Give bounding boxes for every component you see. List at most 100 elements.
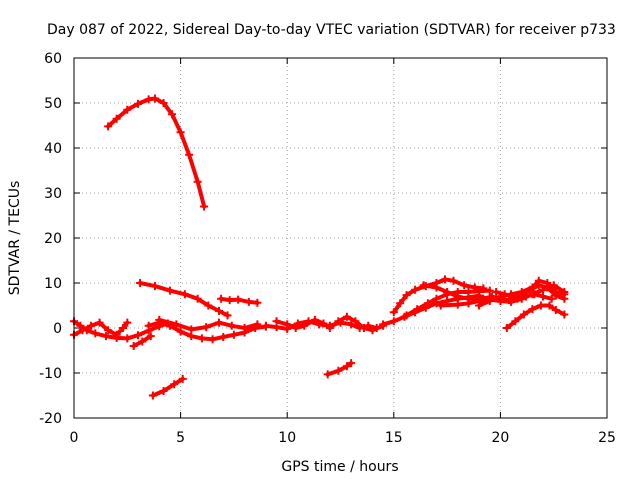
data-point [323, 370, 332, 379]
data-point [165, 286, 174, 295]
data-point [159, 387, 168, 395]
data-point [389, 308, 398, 317]
x-tick-label: 15 [385, 430, 403, 446]
data-point [536, 301, 545, 310]
data-point [475, 287, 484, 296]
data-point [123, 334, 132, 343]
y-tick-label: 60 [44, 51, 62, 67]
data-point [217, 294, 226, 303]
series-baseline-h [325, 312, 388, 335]
data-point [197, 334, 206, 343]
data-point [151, 94, 160, 103]
series-arc-neg-10 [323, 359, 356, 379]
data-point [347, 320, 356, 329]
data-point [560, 294, 569, 303]
series-late-d [479, 290, 556, 305]
plot-frame [73, 57, 608, 419]
data-point [402, 311, 411, 320]
data-point [310, 315, 319, 324]
data-point [485, 286, 494, 295]
data-point [347, 359, 356, 368]
data-point [95, 318, 104, 327]
data-point [300, 321, 309, 330]
data-point [187, 325, 196, 334]
series-arc-high [104, 94, 209, 211]
data-point [432, 283, 441, 292]
data-point [464, 299, 473, 308]
data-point [136, 279, 145, 287]
data-point [334, 317, 343, 326]
data-point [208, 335, 217, 344]
data-point [170, 380, 179, 389]
data-point [112, 330, 121, 339]
data-point [168, 110, 177, 119]
data-point [91, 329, 100, 338]
grid [74, 58, 607, 418]
data-point [379, 320, 388, 329]
data-point [146, 332, 155, 341]
data-point [214, 306, 223, 315]
data-point [319, 319, 328, 328]
series-rise-b [389, 275, 488, 317]
data-point [325, 324, 334, 332]
data-point [104, 122, 113, 131]
data-point [496, 294, 505, 303]
x-tick-labels: 0 5 10 15 20 25 [70, 430, 616, 446]
data-point [200, 202, 209, 211]
data-point [185, 150, 194, 159]
series-baseline-g [272, 315, 328, 332]
data-point [119, 324, 128, 332]
data-point [551, 291, 560, 300]
data-series [70, 94, 569, 400]
data-point [560, 310, 569, 319]
data-point [334, 366, 343, 375]
data-point [479, 294, 488, 303]
x-tick-label: 20 [491, 430, 509, 446]
y-tick-label: -10 [39, 366, 62, 382]
data-point [202, 323, 211, 332]
data-point [144, 321, 153, 330]
data-point [342, 312, 351, 321]
data-point [413, 305, 422, 314]
data-point [359, 324, 368, 332]
data-point [291, 324, 300, 332]
data-point [396, 299, 405, 308]
data-point [464, 288, 473, 296]
y-tick-label: -20 [39, 411, 62, 427]
data-point [411, 285, 420, 294]
data-point [225, 296, 234, 305]
x-tick-label: 10 [278, 430, 296, 446]
data-point [492, 288, 501, 296]
data-point [511, 317, 520, 326]
series-trace [150, 376, 185, 398]
series-arc-neg-15 [148, 374, 187, 400]
data-point [172, 320, 181, 329]
x-tick-label: 0 [70, 430, 79, 446]
y-tick-label: 40 [44, 141, 62, 157]
data-point [521, 292, 530, 301]
data-point [526, 285, 535, 294]
series-arc-mid-10 [136, 279, 232, 320]
data-point [551, 306, 560, 314]
data-point [440, 275, 449, 284]
data-point [133, 99, 142, 108]
data-point [87, 321, 96, 330]
data-point [223, 311, 232, 320]
data-point [272, 317, 281, 326]
data-point [368, 326, 377, 335]
series-baseline-e [155, 315, 262, 334]
data-point [502, 324, 511, 332]
data-point [419, 281, 428, 290]
data-point [443, 288, 452, 296]
series-arc-7 [217, 294, 262, 307]
data-point [449, 276, 458, 285]
data-point [101, 332, 110, 341]
data-point [151, 282, 160, 291]
data-point [76, 321, 85, 330]
data-point [475, 301, 484, 310]
data-point [104, 326, 113, 335]
data-point [193, 177, 202, 186]
data-point [133, 331, 142, 340]
data-point [500, 290, 509, 299]
